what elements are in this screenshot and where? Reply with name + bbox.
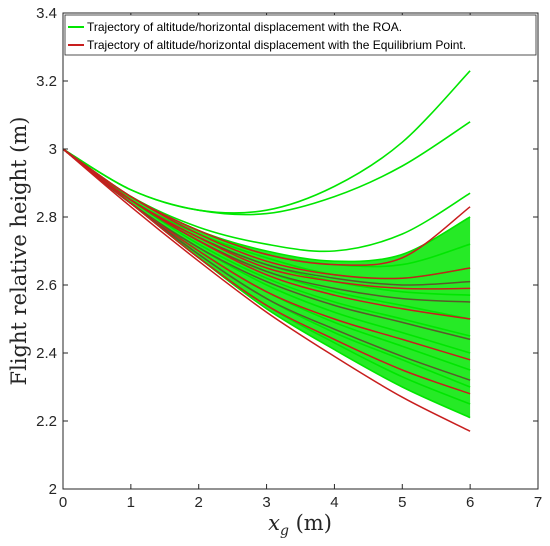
equilibrium-trajectory-line xyxy=(63,148,471,320)
equilibrium-trajectory-line xyxy=(63,148,471,280)
equilibrium-trajectory-line xyxy=(63,148,471,432)
x-tick-label: 0 xyxy=(59,494,67,511)
x-axis-label: xg (m) xyxy=(268,511,332,539)
x-tick-label: 4 xyxy=(330,494,338,511)
ticks-layer: 0 1 2 3 4 5 6 7 2 2.2 2.4 2.6 2.8 3 3.2 3.4 xyxy=(36,5,542,511)
y-axis-label: Flight relative height (m) xyxy=(7,117,31,386)
legend-label-equilibrium: Trajectory of altitude/horizontal displa… xyxy=(87,38,466,52)
legend-label-roa: Trajectory of altitude/horizontal displa… xyxy=(87,20,402,34)
y-tick-label: 2.6 xyxy=(36,277,57,294)
y-tick-label: 2.2 xyxy=(36,413,57,430)
plot-frame xyxy=(62,12,539,490)
y-tick-label: 2 xyxy=(49,481,57,498)
y-tick-label: 2.8 xyxy=(36,209,57,226)
y-tick-label: 3.4 xyxy=(36,5,57,22)
legend: Trajectory of altitude/horizontal displa… xyxy=(64,14,537,56)
y-tick-label: 3.2 xyxy=(36,73,57,90)
x-tick-label: 1 xyxy=(127,494,135,511)
y-tick-label: 2.4 xyxy=(36,345,57,362)
equilibrium-trajectory-line xyxy=(63,148,471,395)
series-layer xyxy=(63,70,471,432)
legend-box xyxy=(64,14,537,56)
x-tick-label: 5 xyxy=(398,494,406,511)
x-tick-label: 2 xyxy=(195,494,203,511)
y-tick-label: 3 xyxy=(49,141,57,158)
x-tick-label: 6 xyxy=(466,494,474,511)
x-tick-label: 7 xyxy=(534,494,542,511)
x-tick-label: 3 xyxy=(262,494,270,511)
roa-trajectory-line xyxy=(63,121,471,216)
